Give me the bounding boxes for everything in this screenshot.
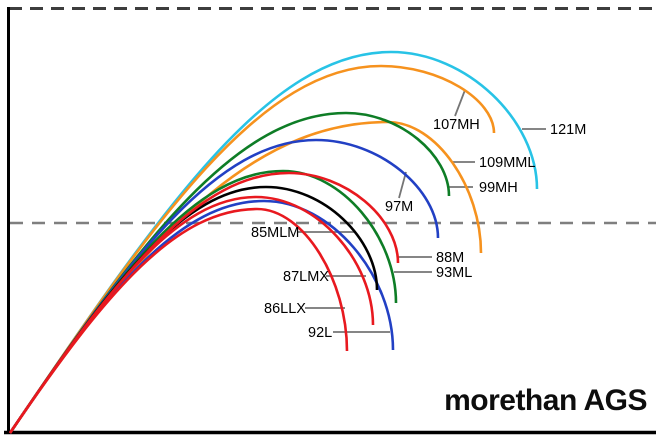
leader-line-107MH — [454, 89, 466, 117]
rod-label-93ML: 93ML — [436, 265, 472, 281]
rod-label-121M: 121M — [550, 122, 586, 138]
rod-label-85MLM: 85MLM — [251, 225, 299, 241]
rod-curve-109MML — [8, 120, 483, 434]
leader-line-97M — [398, 171, 407, 199]
rod-label-107MH: 107MH — [433, 117, 480, 133]
rod-label-92L: 92L — [308, 325, 332, 341]
rod-curve-87LMX — [8, 195, 375, 434]
rod-label-87LMX: 87LMX — [283, 269, 329, 285]
rod-curve-99MH — [8, 111, 451, 434]
brand-title: morethan AGS — [444, 384, 647, 417]
rod-label-109MML: 109MML — [479, 155, 535, 171]
rod-curve-86LLX — [8, 207, 349, 434]
rod-label-88M: 88M — [436, 250, 464, 266]
rod-label-97M: 97M — [385, 199, 413, 215]
rod-curve-107MH — [8, 64, 496, 434]
rod-label-99MH: 99MH — [479, 180, 518, 196]
rod-label-86LLX: 86LLX — [264, 301, 306, 317]
